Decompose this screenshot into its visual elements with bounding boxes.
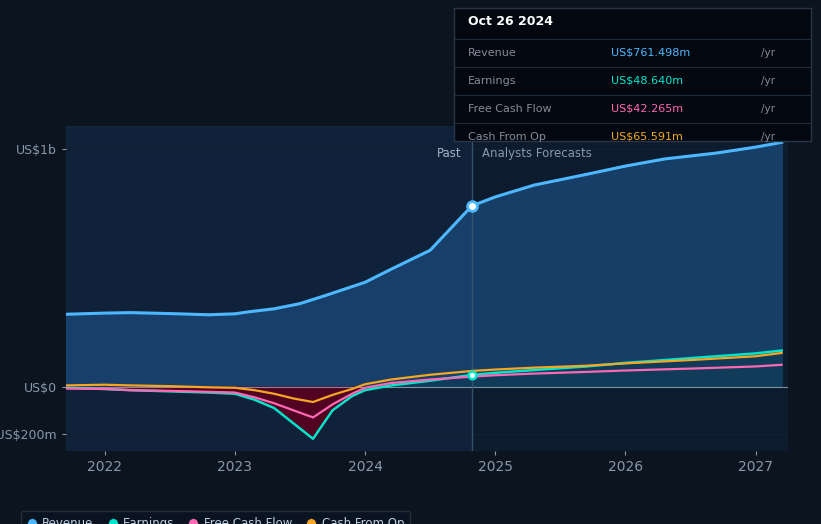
Text: Cash From Op: Cash From Op bbox=[468, 132, 546, 142]
Text: Revenue: Revenue bbox=[468, 48, 517, 58]
Text: /yr: /yr bbox=[761, 48, 775, 58]
Text: Analysts Forecasts: Analysts Forecasts bbox=[482, 147, 592, 160]
Text: Earnings: Earnings bbox=[468, 75, 516, 86]
Text: Free Cash Flow: Free Cash Flow bbox=[468, 104, 552, 114]
Text: US$65.591m: US$65.591m bbox=[611, 132, 683, 142]
Text: /yr: /yr bbox=[761, 104, 775, 114]
Text: /yr: /yr bbox=[761, 132, 775, 142]
Text: Past: Past bbox=[437, 147, 461, 160]
Text: US$48.640m: US$48.640m bbox=[611, 75, 683, 86]
Text: US$761.498m: US$761.498m bbox=[611, 48, 690, 58]
Text: US$42.265m: US$42.265m bbox=[611, 104, 683, 114]
Text: /yr: /yr bbox=[761, 75, 775, 86]
Bar bbox=[66, 126, 472, 451]
Text: Oct 26 2024: Oct 26 2024 bbox=[468, 15, 553, 28]
Legend: Revenue, Earnings, Free Cash Flow, Cash From Op: Revenue, Earnings, Free Cash Flow, Cash … bbox=[21, 511, 410, 524]
